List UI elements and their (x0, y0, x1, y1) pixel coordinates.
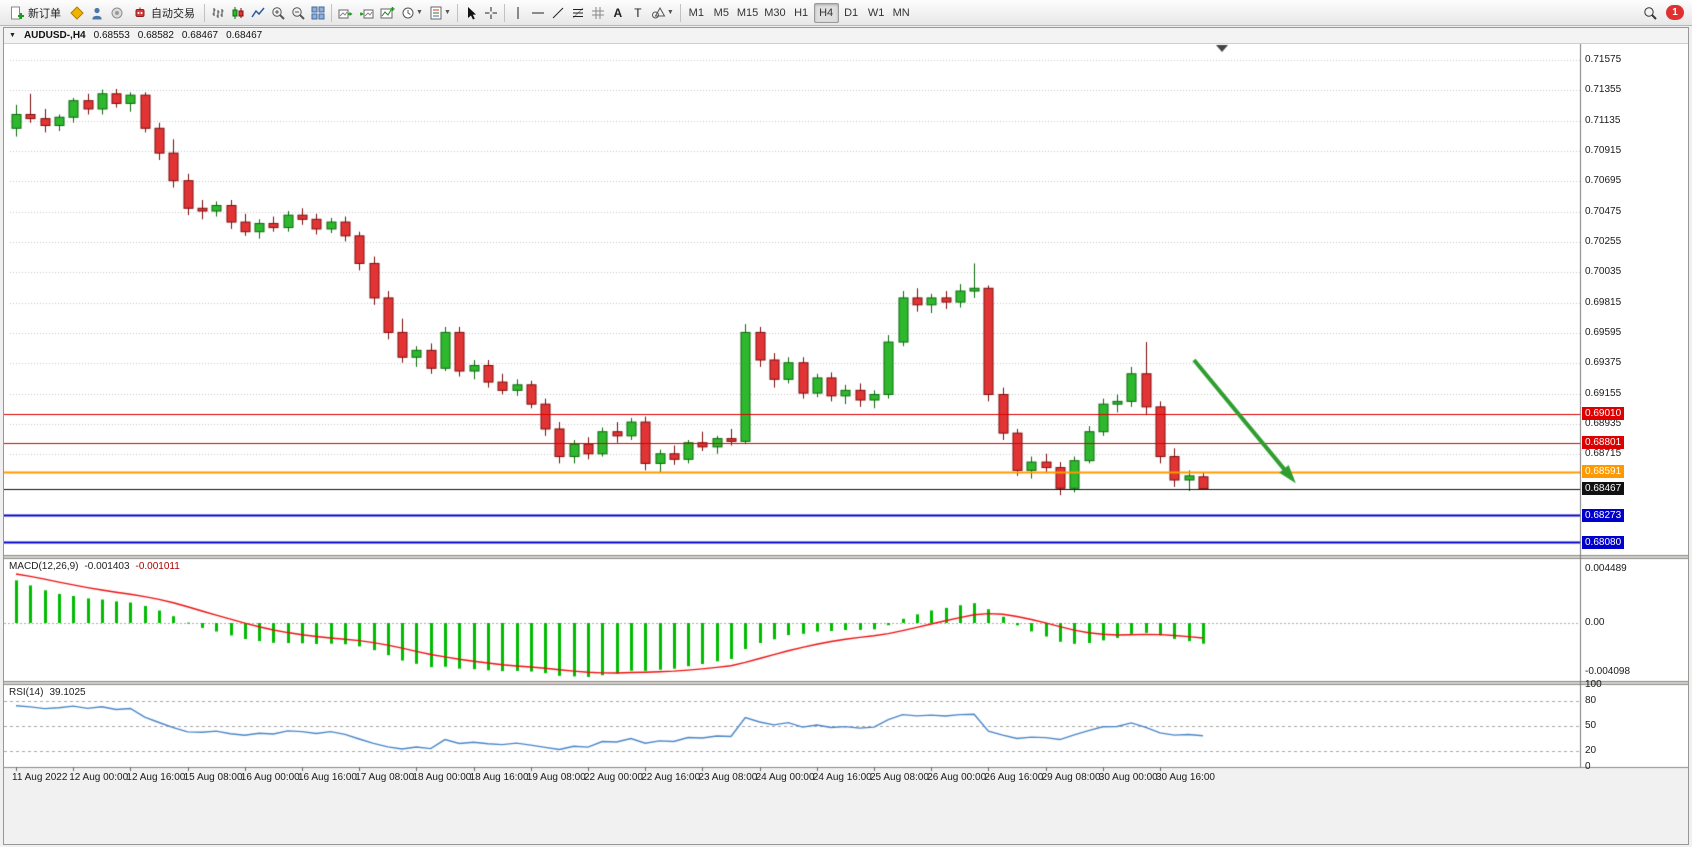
auto-trading-icon (135, 7, 145, 17)
template-icon (430, 6, 442, 19)
auto-trading-button[interactable]: 自动交易 (127, 3, 201, 23)
timeframe-w1-button[interactable]: W1 (867, 6, 885, 19)
text-tool-button[interactable]: A (608, 3, 628, 23)
clock-icon (402, 7, 414, 18)
zoom-out-icon (292, 6, 305, 20)
market-watch-button[interactable] (67, 3, 87, 23)
ohlc-close: 0.68467 (226, 30, 263, 41)
fibonacci-icon (572, 7, 584, 18)
search-button[interactable] (1640, 3, 1660, 23)
grid-icon (591, 6, 604, 19)
auto-scroll-icon (338, 9, 353, 18)
grid-tool-button[interactable] (588, 3, 608, 23)
vertical-line-tool-button[interactable] (508, 3, 528, 23)
toolbar-separator (503, 3, 505, 22)
profiles-button[interactable] (87, 3, 107, 23)
toolbar-separator (204, 3, 205, 22)
main-toolbar: 新订单 自动交易 (0, 0, 1692, 26)
bar-chart-button[interactable] (208, 3, 228, 23)
timeframe-h4-button[interactable]: H4 (813, 2, 839, 23)
toolbar-separator (679, 3, 681, 22)
ohlc-high: 0.68582 (137, 30, 174, 41)
new-order-label: 新订单 (28, 7, 61, 20)
line-chart-icon (251, 7, 265, 17)
cursor-button[interactable] (461, 3, 481, 23)
chevron-down-icon: ▼ (416, 9, 423, 16)
timeframe-h1-button[interactable]: H1 (794, 6, 809, 19)
tile-windows-icon (311, 6, 325, 19)
chart-shift-icon (360, 9, 374, 18)
timeframe-m5-button[interactable]: M5 (713, 6, 729, 19)
auto-trading-label: 自动交易 (151, 7, 195, 20)
timeframe-m1-button[interactable]: M1 (688, 6, 704, 19)
chevron-down-icon: ▼ (666, 9, 674, 16)
chart-collapse-icon[interactable]: ▼ (9, 32, 16, 39)
fibonacci-tool-button[interactable] (568, 3, 588, 23)
notification-badge[interactable]: 1 (1666, 5, 1684, 20)
shapes-icon (651, 6, 666, 18)
zoom-in-icon (272, 6, 285, 20)
toolbar-separator (331, 3, 332, 22)
tile-windows-button[interactable] (308, 3, 328, 23)
crosshair-icon (484, 6, 497, 19)
timeframe-d1-button[interactable]: D1 (844, 6, 859, 19)
label-icon: T (634, 5, 642, 20)
indicators-button[interactable] (377, 3, 398, 23)
bar-chart-icon (212, 7, 224, 18)
ohlc-low: 0.68467 (181, 30, 219, 41)
horizontal-line-icon (531, 12, 544, 13)
community-button[interactable] (107, 3, 127, 23)
zoom-in-button[interactable] (268, 3, 288, 23)
candlestick-chart-button[interactable] (228, 3, 248, 23)
trendline-tool-button[interactable] (548, 3, 568, 23)
ohlc-open: 0.68553 (93, 30, 130, 41)
crosshair-button[interactable] (481, 3, 501, 23)
shapes-tool-button[interactable]: ▼ (648, 3, 677, 23)
auto-scroll-button[interactable] (335, 3, 356, 23)
periods-button[interactable]: ▼ (398, 3, 426, 23)
circle-icon (111, 7, 123, 18)
indicators-icon (380, 6, 395, 18)
chevron-down-icon: ▼ (443, 9, 451, 16)
horizontal-line-tool-button[interactable] (528, 3, 548, 23)
chart-symbol-period: AUDUSD-,H4 (23, 30, 86, 41)
trendline-icon (552, 7, 564, 18)
chart-canvas[interactable] (4, 44, 1688, 844)
search-icon (1644, 6, 1657, 20)
zoom-out-button[interactable] (288, 3, 308, 23)
toolbar-separator (456, 3, 458, 22)
new-order-icon (11, 6, 24, 19)
timeframe-m15-button[interactable]: M15 (736, 6, 759, 19)
timeframe-group: M1 M5 M15 M30 H1 H4 D1 W1 MN (684, 2, 914, 23)
vertical-line-icon (517, 6, 519, 19)
chart-window: ▼ AUDUSD-,H4 0.68553 0.68582 0.68467 0.6… (3, 27, 1689, 845)
timeframe-m30-button[interactable]: M30 (764, 6, 786, 19)
templates-button[interactable]: ▼ (426, 3, 454, 23)
chart-caption: ▼ AUDUSD-,H4 0.68553 0.68582 0.68467 0.6… (4, 28, 1688, 44)
market-watch-icon (70, 5, 84, 20)
candlestick-icon (232, 6, 244, 19)
chart-shift-button[interactable] (356, 3, 377, 23)
new-order-button[interactable]: 新订单 (4, 3, 67, 23)
line-chart-button[interactable] (248, 3, 268, 23)
timeframe-mn-button[interactable]: MN (892, 6, 910, 19)
label-tool-button[interactable]: T (628, 3, 648, 23)
profiles-icon (92, 7, 102, 19)
cursor-icon (467, 6, 476, 19)
text-icon: A (613, 5, 623, 20)
